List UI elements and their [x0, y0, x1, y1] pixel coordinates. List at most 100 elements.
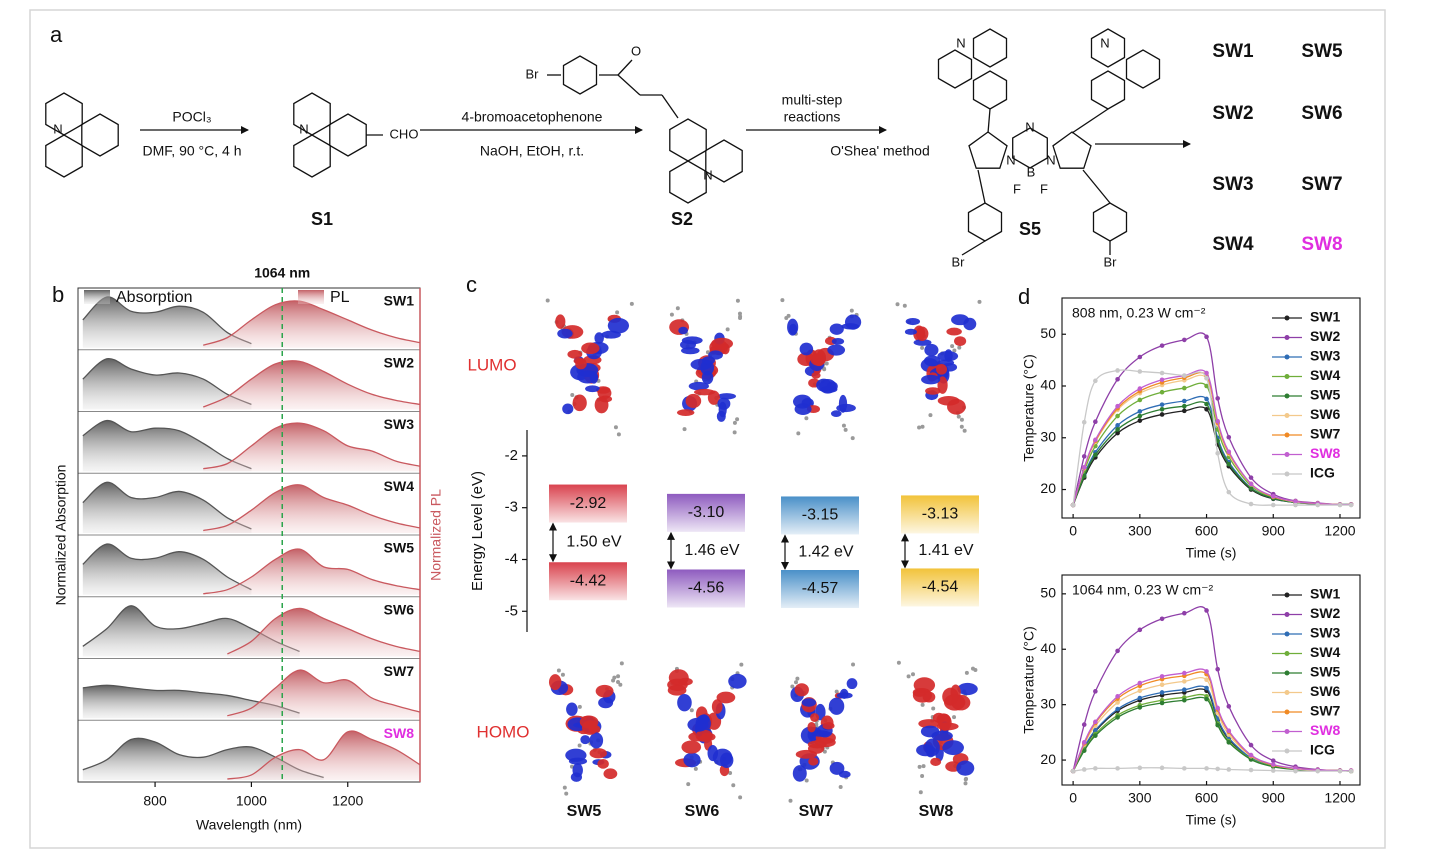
- data-point: [1248, 742, 1254, 748]
- data-point: [1137, 386, 1143, 391]
- data-point: [1204, 383, 1209, 389]
- data-point: [1204, 375, 1209, 381]
- orbital-lobe: [920, 725, 940, 738]
- pl-line: [203, 422, 421, 470]
- pl-line: [203, 484, 421, 532]
- legend-point: [1284, 631, 1290, 637]
- atom-dot: [669, 312, 674, 317]
- compound-label: S2: [671, 209, 693, 229]
- absorption-fill: [82, 685, 300, 719]
- y-tick-label: -3: [505, 499, 518, 516]
- data-point: [1137, 369, 1143, 374]
- orbital-lobe: [951, 694, 971, 711]
- data-point: [1159, 700, 1165, 706]
- pl-line: [203, 548, 421, 595]
- atom-dot: [796, 431, 801, 436]
- orbital-lobe: [687, 717, 709, 732]
- legend-label: SW7: [1310, 426, 1341, 442]
- orbital-lobe: [810, 713, 820, 722]
- structure-bond: [1082, 169, 1111, 204]
- orbital-lobe: [667, 684, 687, 696]
- orbital-lobe: [694, 388, 716, 396]
- data-point: [1081, 419, 1087, 425]
- y-axis-title: Temperature (°C): [1021, 626, 1037, 734]
- atom-dot: [956, 414, 961, 419]
- energy-level: [781, 496, 859, 535]
- orbital-lobe: [728, 673, 747, 689]
- legend-label: ICG: [1310, 465, 1335, 481]
- atom-label: N: [956, 35, 965, 50]
- data-point: [1270, 768, 1276, 773]
- data-point: [1215, 418, 1220, 424]
- data-point: [1115, 423, 1120, 428]
- legend-label: SW2: [1310, 605, 1341, 621]
- y-tick-label: 40: [1040, 377, 1056, 393]
- data-point: [1315, 502, 1321, 508]
- x-axis-title: Wavelength (nm): [196, 817, 302, 833]
- atom-label: B: [1027, 164, 1036, 179]
- absorption-line: [82, 358, 252, 406]
- atom-dot: [952, 715, 957, 720]
- orbital-lobe: [598, 697, 614, 709]
- structure-ring: [1012, 127, 1048, 169]
- legend-point: [1284, 651, 1290, 656]
- legend-label: SW1: [1310, 309, 1341, 325]
- data-point: [1115, 706, 1120, 712]
- pl-fill: [203, 360, 420, 410]
- structure-ring: [968, 131, 1008, 169]
- orbital-lobe: [812, 349, 827, 367]
- atom-dot: [788, 798, 793, 803]
- atom-label: N: [703, 167, 712, 182]
- x-tick-label: 0: [1069, 790, 1077, 806]
- y-tick-label: -2: [505, 447, 518, 464]
- data-point: [1137, 418, 1143, 423]
- orbital-lobe: [838, 394, 848, 413]
- orbital-lobe: [603, 768, 618, 780]
- data-point: [1137, 688, 1143, 694]
- pl-fill: [203, 300, 420, 348]
- data-point: [1137, 409, 1143, 414]
- atom-dot: [612, 675, 617, 680]
- data-point: [1215, 396, 1220, 401]
- y-axis-title: Temperature (°C): [1021, 354, 1037, 462]
- level-label: -2.92: [570, 495, 607, 512]
- orbital-lobe: [936, 364, 948, 375]
- orbital-lobe: [922, 691, 936, 703]
- data-point: [1081, 740, 1087, 745]
- pl-line: [203, 300, 421, 346]
- marker-label: 1064 nm: [254, 265, 310, 281]
- data-point: [1226, 449, 1232, 455]
- atom-dot: [686, 782, 691, 787]
- structure-bond: [617, 59, 633, 76]
- data-point: [1137, 354, 1143, 360]
- data-point: [1215, 766, 1220, 772]
- orbital-lobe: [829, 761, 845, 775]
- data-point: [1081, 464, 1087, 470]
- data-point: [1115, 766, 1120, 771]
- gap-label: 1.41 eV: [918, 542, 973, 559]
- orbital-lobe: [575, 358, 587, 370]
- absorption-fill: [82, 605, 300, 657]
- orbital-lobe: [678, 326, 689, 335]
- orbital-lobe: [589, 371, 599, 384]
- pl-line: [227, 607, 421, 655]
- atom-label: N: [1046, 152, 1055, 167]
- structure-bond: [961, 240, 986, 256]
- row-label: SW7: [384, 663, 415, 679]
- category-label: SW5: [567, 803, 602, 820]
- data-point: [1215, 705, 1220, 711]
- structure-ring: [669, 160, 707, 204]
- reaction-condition: multi-step: [782, 92, 843, 108]
- atom-dot: [834, 689, 839, 694]
- data-point: [1204, 677, 1209, 683]
- atom-dot: [952, 348, 957, 353]
- product-label: SW5: [1301, 41, 1343, 62]
- orbital-lobe: [956, 760, 975, 776]
- atom-dot: [577, 704, 582, 709]
- y-tick-label: -4: [505, 550, 518, 567]
- atom-dot: [843, 427, 848, 432]
- atom-dot: [739, 662, 744, 667]
- atom-dot: [682, 427, 687, 432]
- orbital-lobe: [794, 403, 812, 415]
- atom-dot: [732, 420, 737, 425]
